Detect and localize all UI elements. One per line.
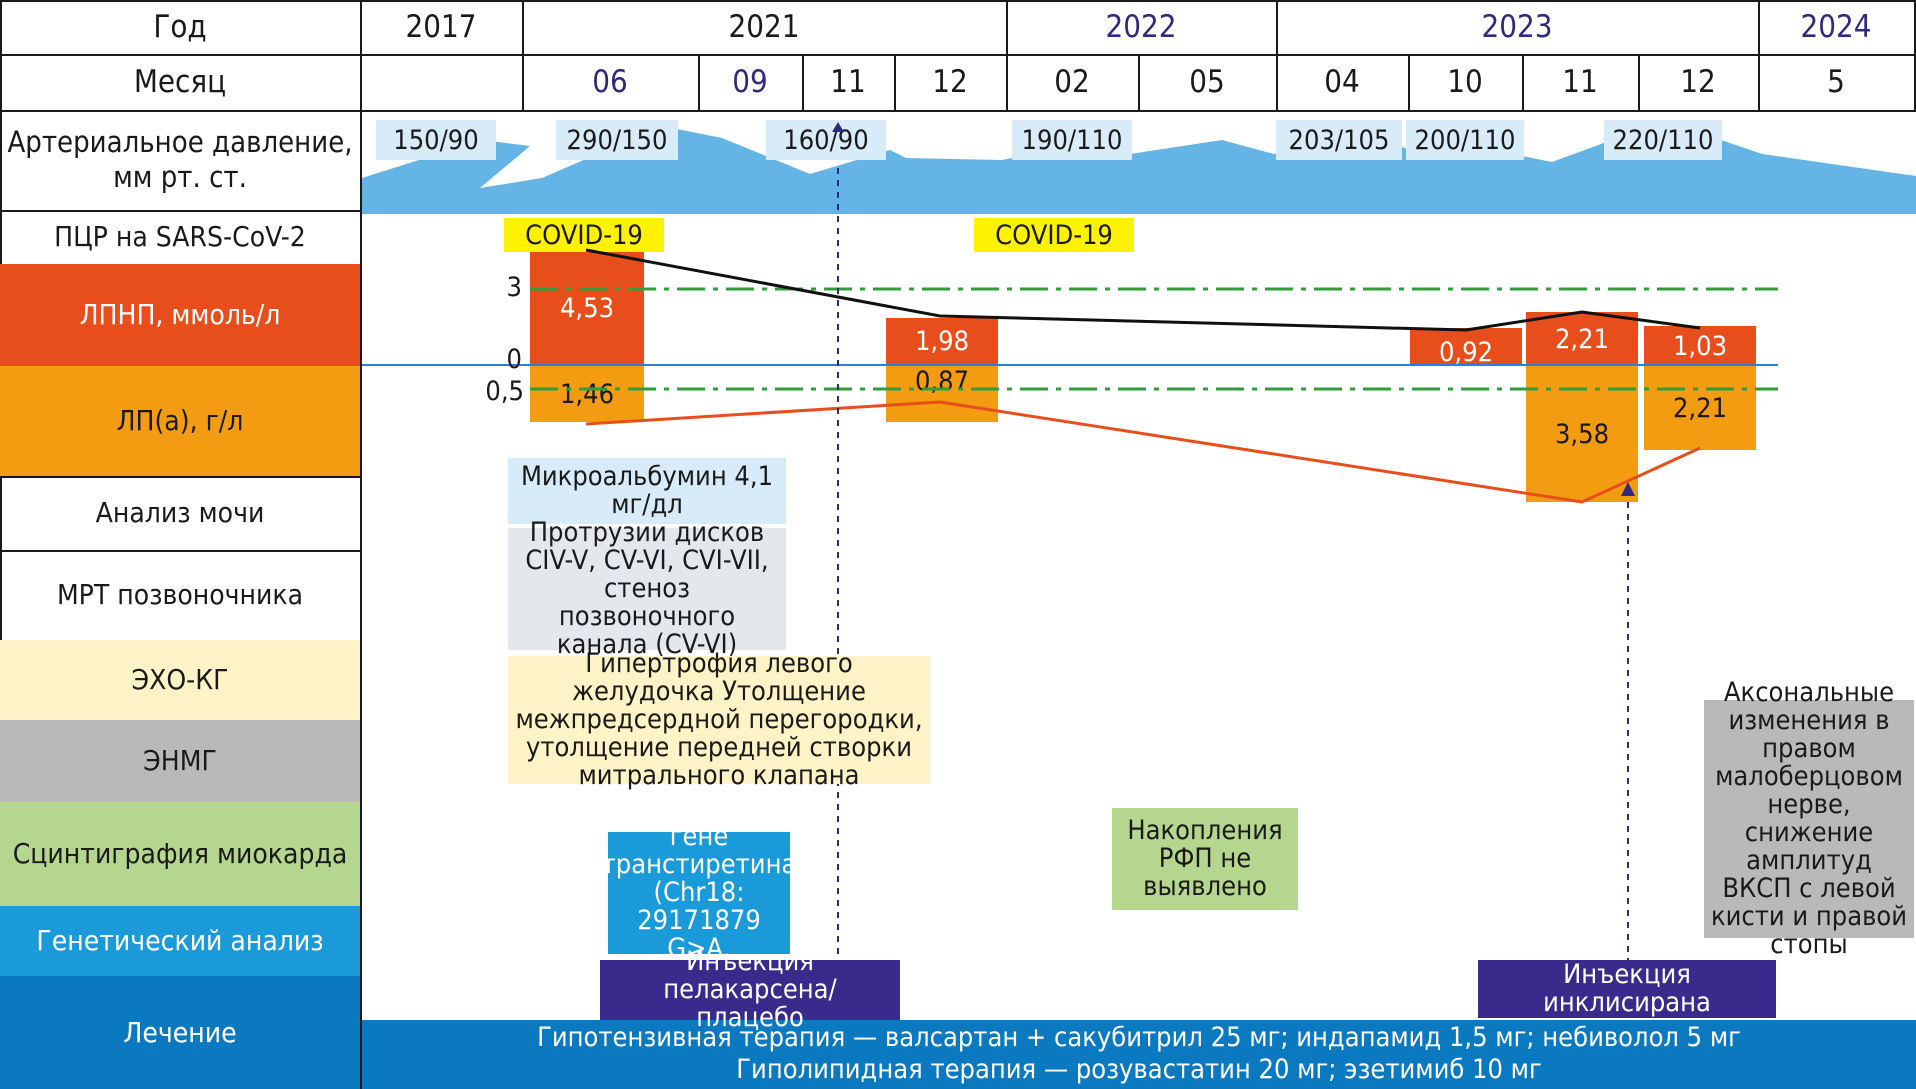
row-label-enmg: ЭНМГ	[0, 720, 362, 804]
lpa-bar-1: 1,46	[530, 366, 644, 422]
year-header-label: Год	[0, 0, 362, 56]
pelacarsen-arrow-icon	[832, 122, 844, 132]
row-label-genetic: Генетический анализ	[0, 906, 362, 978]
enmg-note: Аксональные изменения в правом малоберцо…	[1704, 679, 1914, 959]
row-label-bp: Артериальное давление, мм рт. ст.	[0, 110, 362, 212]
ldl-trend-line	[585, 248, 1701, 332]
ldl-bar-5: 1,03	[1644, 326, 1756, 366]
bp-value-4: 190/110	[1012, 120, 1132, 160]
month-2021-12: 12	[894, 54, 1008, 112]
row-label-urine: Анализ мочи	[0, 476, 362, 552]
bp-value-3: 160/90	[766, 120, 886, 160]
ldl-bar-2: 1,98	[886, 318, 998, 364]
year-2021: 2021	[522, 0, 1008, 56]
ldl-bar-4: 2,21	[1526, 312, 1638, 366]
row-label-ldl: ЛПНП, ммоль/л	[0, 264, 362, 368]
month-2023-11: 11	[1522, 54, 1640, 112]
lipid-lowering-therapy: Гиполипидная терапия — розувастатин 20 м…	[736, 1054, 1542, 1085]
month-2023-10: 10	[1408, 54, 1524, 112]
ldl-bar-3: 0,92	[1410, 328, 1522, 368]
year-2024: 2024	[1758, 0, 1916, 56]
month-header-label: Месяц	[0, 54, 362, 112]
lpa-trend-line	[585, 400, 1701, 504]
month-2021-09: 09	[698, 54, 804, 112]
row-label-lpa: ЛП(а), г/л	[0, 366, 362, 478]
lpa-bar-2: 0,87	[886, 366, 998, 422]
scintigraphy-note: Накопления РФП не выявлено	[1112, 808, 1298, 910]
axis-label-05: 0,5	[485, 376, 524, 407]
genetic-note: Мутация в гене транстиретина (Chr18: 291…	[601, 793, 797, 991]
month-2023-04: 04	[1276, 54, 1410, 112]
row-label-echo: ЭХО-КГ	[0, 640, 362, 722]
row-label-treatment: Лечение	[0, 976, 362, 1089]
bp-value-7: 220/110	[1604, 120, 1722, 160]
inclisiran-arrow-icon	[1621, 482, 1635, 496]
year-2022: 2022	[1006, 0, 1278, 56]
month-2021-11: 11	[802, 54, 896, 112]
antihypertensive-therapy: Гипотензивная терапия — валсартан + саку…	[537, 1022, 1741, 1053]
year-2023: 2023	[1276, 0, 1760, 56]
ldl-bar-1: 4,53	[530, 252, 644, 364]
year-2017: 2017	[360, 0, 524, 56]
top-border	[0, 0, 1916, 2]
bp-value-2: 290/150	[556, 120, 678, 160]
month-2022-02: 02	[1006, 54, 1140, 112]
treatment-band	[362, 1020, 1916, 1089]
month-2024-5: 5	[1758, 54, 1916, 112]
bp-value-5: 203/105	[1276, 120, 1402, 160]
bp-silhouette	[362, 126, 1916, 214]
inclisiran-injection-box: Инъекция инклисирана	[1478, 960, 1776, 1018]
echo-note: Гипертрофия левого желудочка Утолщение м…	[508, 650, 930, 790]
month-empty-2017	[360, 54, 524, 112]
covid-tag-1: COVID-19	[504, 218, 664, 252]
month-2022-05: 05	[1138, 54, 1278, 112]
lpa-bar-4: 2,21	[1644, 366, 1756, 450]
month-2021-06: 06	[522, 54, 700, 112]
mri-note: Протрузии дисков CIV-V, CV-VI, CVI-VII, …	[508, 519, 786, 659]
axis-label-3: 3	[506, 272, 522, 303]
axis-label-0: 0	[506, 344, 522, 375]
month-2023-12: 12	[1638, 54, 1760, 112]
covid-tag-2: COVID-19	[974, 218, 1134, 252]
left-border	[0, 0, 2, 1089]
row-label-scint: Сцинтиграфия миокарда	[0, 802, 362, 908]
microalbumin-note: Микроальбумин 4,1 мг/дл	[508, 458, 786, 524]
bp-value-6: 200/110	[1406, 120, 1524, 160]
pelacarsen-injection-box: Инъекция пелакарсена/ плацебо	[600, 948, 900, 1032]
bp-value-1: 150/90	[376, 120, 496, 160]
